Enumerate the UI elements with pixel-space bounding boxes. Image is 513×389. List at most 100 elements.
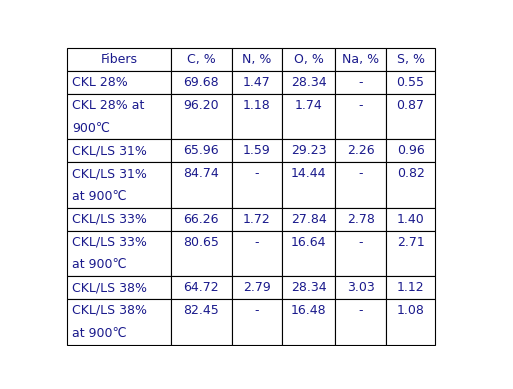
Bar	[171, 139, 231, 162]
Text: 1.18: 1.18	[243, 99, 271, 112]
Bar	[231, 208, 283, 231]
Text: -: -	[255, 236, 259, 249]
Text: Fibers: Fibers	[101, 53, 137, 66]
Bar	[336, 208, 386, 231]
Text: 1.72: 1.72	[243, 213, 271, 226]
Text: -: -	[359, 236, 363, 249]
Bar	[336, 276, 386, 299]
Text: 1.12: 1.12	[397, 281, 424, 294]
Bar	[67, 276, 171, 299]
Bar	[231, 94, 283, 139]
Text: 29.23: 29.23	[291, 144, 327, 157]
Bar	[283, 299, 336, 345]
Text: 0.96: 0.96	[397, 144, 424, 157]
Text: 1.08: 1.08	[397, 304, 425, 317]
Bar	[386, 139, 435, 162]
Text: 66.26: 66.26	[184, 213, 219, 226]
Text: 28.34: 28.34	[291, 76, 327, 89]
Bar	[386, 162, 435, 208]
Bar	[283, 94, 336, 139]
Bar	[67, 208, 171, 231]
Text: CKL 28%: CKL 28%	[72, 76, 128, 89]
Text: at 900℃: at 900℃	[72, 190, 127, 203]
Bar	[336, 299, 386, 345]
Text: 3.03: 3.03	[347, 281, 374, 294]
Bar	[231, 276, 283, 299]
Bar	[336, 162, 386, 208]
Text: O, %: O, %	[294, 53, 324, 66]
Bar	[67, 299, 171, 345]
Bar	[231, 48, 283, 71]
Text: 2.79: 2.79	[243, 281, 271, 294]
Text: 0.55: 0.55	[397, 76, 425, 89]
Bar	[67, 71, 171, 94]
Bar	[386, 48, 435, 71]
Bar	[171, 231, 231, 276]
Bar	[283, 276, 336, 299]
Bar	[67, 48, 171, 71]
Text: 28.34: 28.34	[291, 281, 327, 294]
Text: CKL/LS 33%: CKL/LS 33%	[72, 236, 147, 249]
Bar	[336, 48, 386, 71]
Text: -: -	[255, 304, 259, 317]
Text: CKL 28% at: CKL 28% at	[72, 99, 145, 112]
Bar	[171, 94, 231, 139]
Text: 16.48: 16.48	[291, 304, 327, 317]
Bar	[336, 139, 386, 162]
Text: 0.82: 0.82	[397, 167, 425, 180]
Bar	[231, 139, 283, 162]
Text: 96.20: 96.20	[184, 99, 219, 112]
Text: 64.72: 64.72	[184, 281, 219, 294]
Text: 2.26: 2.26	[347, 144, 374, 157]
Text: 82.45: 82.45	[184, 304, 219, 317]
Bar	[336, 71, 386, 94]
Text: Na, %: Na, %	[342, 53, 379, 66]
Bar	[386, 208, 435, 231]
Text: 1.47: 1.47	[243, 76, 271, 89]
Text: CKL/LS 31%: CKL/LS 31%	[72, 144, 147, 157]
Bar	[386, 71, 435, 94]
Text: -: -	[359, 304, 363, 317]
Bar	[171, 48, 231, 71]
Text: CKL/LS 31%: CKL/LS 31%	[72, 167, 147, 180]
Bar	[336, 231, 386, 276]
Bar	[67, 162, 171, 208]
Bar	[386, 276, 435, 299]
Bar	[67, 139, 171, 162]
Text: 900℃: 900℃	[72, 121, 110, 135]
Text: -: -	[359, 167, 363, 180]
Text: -: -	[255, 167, 259, 180]
Text: 14.44: 14.44	[291, 167, 327, 180]
Text: 16.64: 16.64	[291, 236, 327, 249]
Text: -: -	[359, 99, 363, 112]
Text: S, %: S, %	[397, 53, 425, 66]
Bar	[171, 208, 231, 231]
Bar	[386, 231, 435, 276]
Bar	[171, 276, 231, 299]
Bar	[231, 299, 283, 345]
Bar	[171, 71, 231, 94]
Bar	[231, 71, 283, 94]
Bar	[171, 162, 231, 208]
Text: 2.78: 2.78	[347, 213, 374, 226]
Bar	[283, 208, 336, 231]
Bar	[171, 299, 231, 345]
Bar	[336, 94, 386, 139]
Text: at 900℃: at 900℃	[72, 258, 127, 272]
Text: 1.74: 1.74	[295, 99, 323, 112]
Text: 1.59: 1.59	[243, 144, 271, 157]
Bar	[283, 71, 336, 94]
Text: 1.40: 1.40	[397, 213, 424, 226]
Text: 65.96: 65.96	[184, 144, 219, 157]
Text: 27.84: 27.84	[291, 213, 327, 226]
Bar	[283, 139, 336, 162]
Bar	[231, 162, 283, 208]
Bar	[386, 94, 435, 139]
Text: CKL/LS 33%: CKL/LS 33%	[72, 213, 147, 226]
Text: 84.74: 84.74	[184, 167, 219, 180]
Bar	[67, 231, 171, 276]
Text: 2.71: 2.71	[397, 236, 424, 249]
Text: C, %: C, %	[187, 53, 215, 66]
Text: N, %: N, %	[242, 53, 272, 66]
Bar	[283, 231, 336, 276]
